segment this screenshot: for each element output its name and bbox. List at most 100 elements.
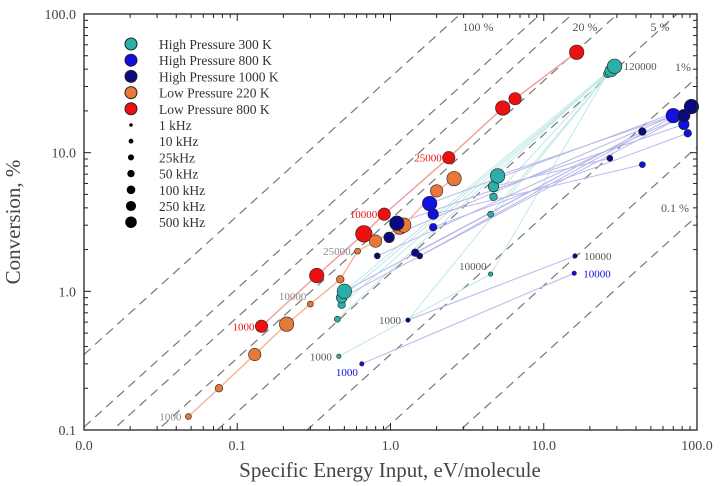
data-point — [606, 155, 614, 162]
data-point — [508, 92, 522, 106]
data-point — [572, 253, 578, 259]
reference-line-label: 100 % — [463, 20, 494, 34]
series-line — [187, 177, 455, 418]
data-point — [307, 300, 314, 308]
legend-size-label: 500 kHz — [159, 215, 205, 230]
point-annotation: 120000 — [624, 61, 658, 73]
legend-label: Low Pressure 220 K — [159, 86, 270, 101]
data-point — [185, 413, 192, 420]
data-point — [279, 316, 295, 332]
x-tick-label: 100.0 — [681, 439, 713, 454]
legend-size-label: 1 kHz — [159, 118, 192, 133]
point-annotation: 25000 — [414, 153, 442, 165]
y-axis-title: Conversion, % — [1, 160, 25, 285]
link-line — [497, 115, 674, 177]
data-point — [334, 315, 341, 323]
annotations: 1000100002500010001000025000100010001000… — [159, 61, 657, 423]
y-tick-label: 100.0 — [45, 8, 77, 23]
data-point — [369, 234, 383, 248]
link-line — [338, 273, 491, 357]
legend-size-marker — [129, 123, 133, 127]
data-point — [248, 348, 262, 362]
data-point — [638, 127, 647, 136]
reference-line — [84, 14, 462, 356]
data-point — [214, 384, 224, 393]
data-point — [377, 207, 391, 221]
legend-size-marker — [126, 185, 136, 195]
data-point — [569, 44, 585, 60]
link-line — [344, 131, 643, 292]
data-point — [446, 171, 462, 187]
link-line — [429, 106, 692, 204]
x-tick-label: 0.0 — [75, 439, 93, 454]
legend-marker — [124, 86, 138, 100]
data-point — [373, 252, 381, 260]
data-point — [607, 58, 623, 74]
point-annotation: 10000 — [459, 261, 487, 273]
data-point — [309, 267, 325, 284]
point-annotation: 1000 — [379, 315, 402, 327]
legend-size-marker — [128, 138, 134, 144]
x-tick-label: 10.0 — [532, 439, 557, 454]
data-point — [490, 168, 506, 184]
legend-marker — [124, 37, 138, 51]
legend-size-label: 250 kHz — [159, 199, 205, 214]
data-points — [185, 44, 699, 420]
data-point — [429, 223, 438, 232]
data-point — [430, 184, 444, 198]
data-point — [355, 225, 373, 243]
link-line — [433, 164, 643, 215]
legend-size-marker — [127, 169, 135, 178]
point-annotation: 10000 — [279, 291, 307, 303]
legend-size-marker — [125, 216, 137, 228]
data-point — [359, 361, 365, 367]
point-annotation: 10000 — [583, 268, 611, 280]
reference-line — [216, 14, 678, 430]
data-point — [336, 283, 352, 299]
legend-marker — [124, 53, 138, 67]
data-point — [255, 319, 269, 333]
data-point — [442, 151, 456, 165]
reference-line-label: 1% — [675, 60, 691, 74]
legend-size-label: 100 kHz — [159, 183, 205, 198]
x-tick-label: 0.1 — [229, 439, 247, 454]
legend-label: High Pressure 800 K — [159, 53, 272, 68]
legend-size-marker — [127, 154, 135, 161]
data-point — [571, 270, 577, 276]
legend-size-marker — [125, 200, 137, 212]
legend-label: High Pressure 1000 K — [159, 69, 279, 84]
data-point — [488, 271, 494, 277]
data-point — [639, 161, 646, 168]
data-point — [422, 195, 438, 212]
reference-line — [111, 14, 574, 430]
link-line — [407, 255, 576, 321]
y-tick-label: 1.0 — [59, 285, 77, 300]
link-line — [490, 73, 608, 275]
data-point — [495, 100, 511, 116]
legend-label: High Pressure 300 K — [159, 37, 272, 52]
x-tick-label: 1.0 — [382, 439, 400, 454]
legend-size-label: 25kHz — [159, 150, 195, 165]
data-point — [405, 317, 411, 323]
data-point — [683, 129, 692, 138]
point-annotation: 25000 — [323, 246, 351, 258]
reference-line — [84, 14, 542, 428]
link-line — [493, 157, 610, 188]
link-line — [341, 70, 612, 306]
point-annotation: 1000 — [159, 412, 182, 424]
link-line — [493, 65, 615, 198]
y-tick-label: 0.1 — [59, 424, 77, 439]
legend-size-label: 10 kHz — [159, 134, 198, 149]
point-annotation: 1000 — [310, 351, 333, 363]
data-point — [416, 252, 423, 260]
reference-line — [306, 76, 697, 430]
reference-line-label: 0.1 % — [661, 201, 689, 215]
point-annotation: 1000 — [336, 367, 359, 379]
data-point — [336, 275, 345, 284]
reference-labels: 100 % 20 % 5 % 1% 0.1 % — [463, 20, 692, 215]
data-point — [383, 231, 395, 243]
link-line — [341, 73, 608, 299]
legend-size-label: 50 kHz — [159, 167, 198, 182]
y-tick-label: 10.0 — [52, 147, 77, 162]
